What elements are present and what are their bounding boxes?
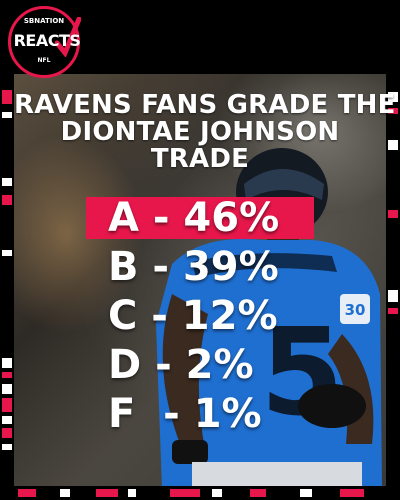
headline: RAVENS FANS GRADE THE DIONTAE JOHNSON TR… [14, 90, 396, 174]
grade-row-d: D - 2% [86, 341, 386, 389]
player-photo: 30 5 [14, 74, 386, 486]
grade-label: F - 1% [108, 391, 262, 437]
logo-top-text: SBNATION [23, 17, 65, 25]
grade-row-a: A - 46% [86, 194, 386, 242]
headline-line: TRADE [150, 144, 250, 174]
grade-label: D - 2% [108, 342, 254, 388]
highlight-bar [86, 197, 314, 239]
grade-label: B - 39% [108, 244, 279, 290]
logo-main-text: REACTS [13, 31, 81, 50]
right-decor-strip [386, 0, 400, 500]
logo-bottom-text: NFL [37, 57, 51, 64]
grade-results: A - 46% B - 39% C - 12% D - 2% F - 1% [86, 194, 386, 439]
sleeve-patch-number: 30 [345, 301, 366, 319]
grade-row-b: B - 39% [86, 243, 386, 291]
left-decor-strip [0, 0, 14, 500]
grade-label: A - 46% [108, 195, 280, 241]
grade-label: C - 12% [108, 293, 278, 339]
headline-line: DIONTAE JOHNSON [60, 117, 340, 147]
grade-row-f: F - 1% [86, 390, 386, 438]
sbnation-reacts-logo: SBNATION REACTS NFL [8, 6, 81, 78]
checkmark-icon [55, 17, 81, 57]
grade-row-c: C - 12% [86, 292, 386, 340]
bottom-decor-strip [0, 486, 400, 500]
top-bar: SBNATION REACTS NFL [0, 0, 400, 78]
headline-line: RAVENS FANS GRADE THE [14, 90, 396, 120]
